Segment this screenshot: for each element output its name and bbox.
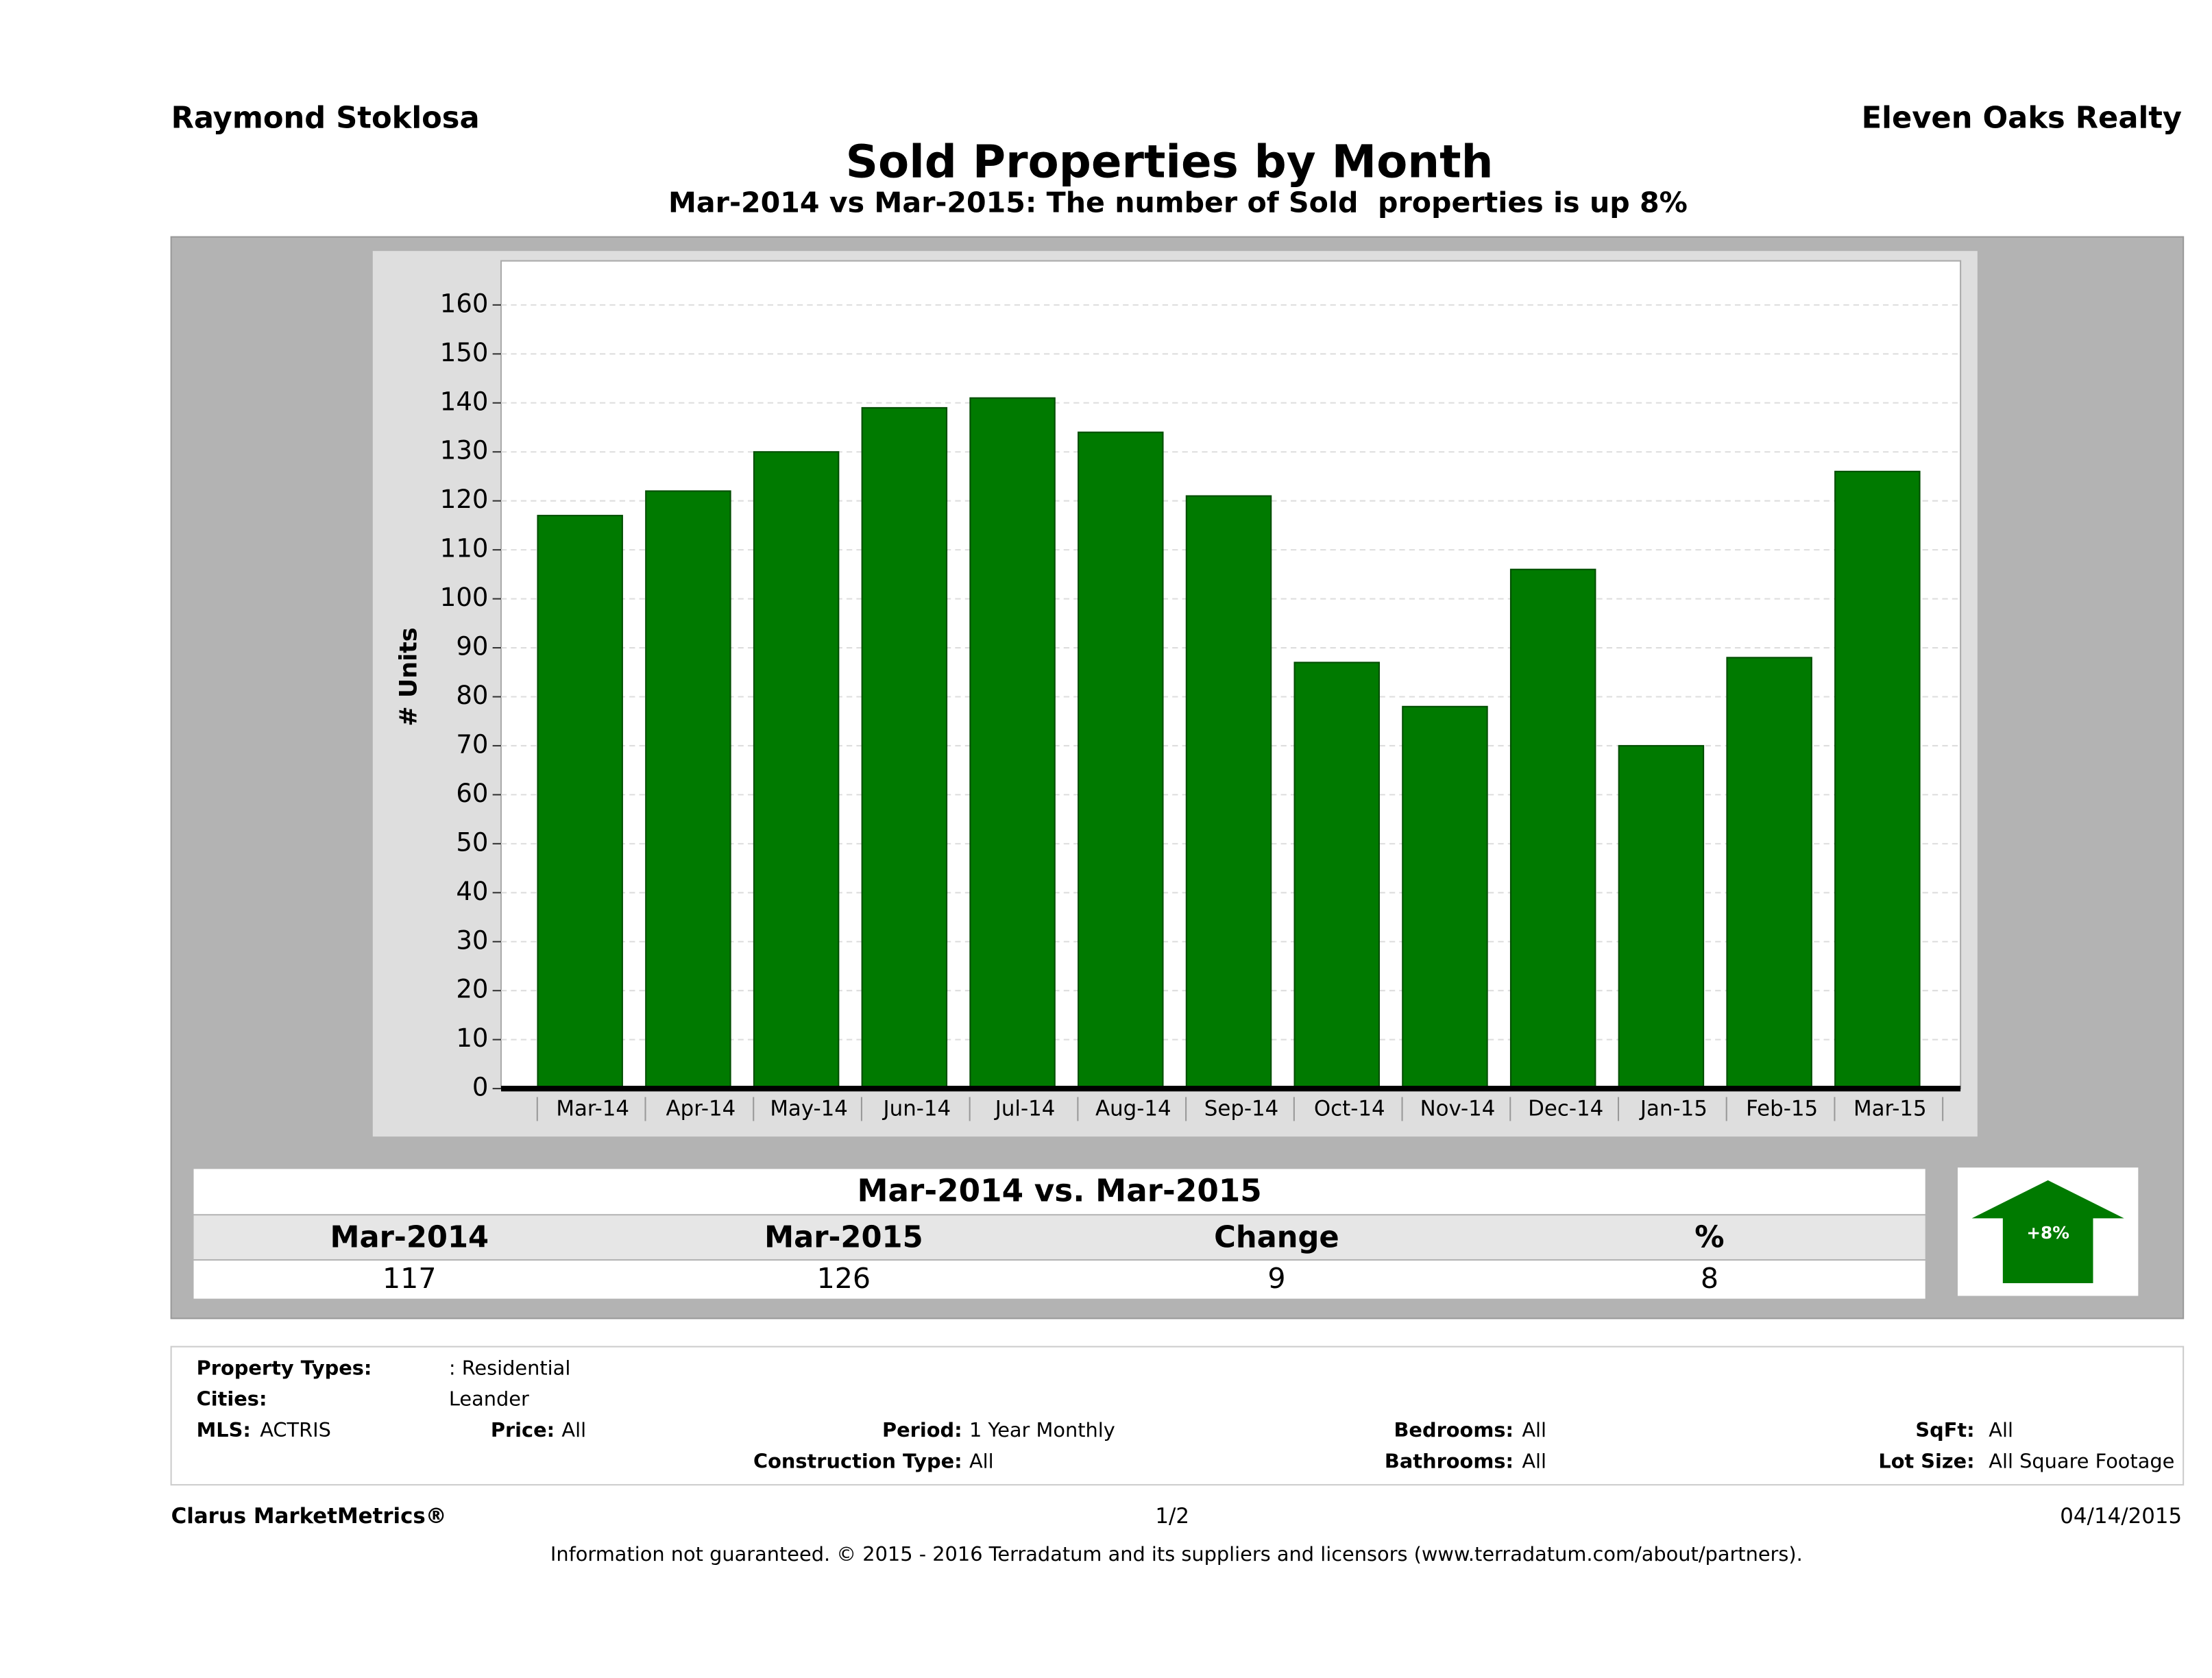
y-tick-label: 30 xyxy=(456,925,488,955)
filter-label: Cities: xyxy=(197,1387,267,1411)
filter-value: All xyxy=(1989,1418,2013,1442)
footer-page: 1/2 xyxy=(1155,1504,1189,1529)
bar xyxy=(1402,705,1488,1090)
x-tick-label: Apr-14 xyxy=(666,1096,736,1121)
x-tick-label: Jun-14 xyxy=(882,1096,951,1121)
y-tick-label: 130 xyxy=(440,436,489,465)
filter-value: All xyxy=(1522,1418,1546,1442)
bar xyxy=(1726,657,1812,1090)
filter-label: SqFt: xyxy=(1915,1418,1974,1442)
filter-box xyxy=(170,1346,2185,1486)
filter-value: All xyxy=(1522,1449,1546,1472)
footer-brand: Clarus MarketMetrics® xyxy=(171,1504,447,1529)
summary-title-row xyxy=(193,1169,1925,1215)
filter-label: MLS: xyxy=(197,1418,251,1442)
bar xyxy=(969,397,1056,1090)
bar xyxy=(1618,744,1705,1090)
bar xyxy=(645,490,731,1090)
y-tick-label: 70 xyxy=(456,729,488,759)
summary-table: Mar-2014 117 Mar-2015 126 Change 9% 8 xyxy=(330,1221,1724,1295)
bar xyxy=(753,451,840,1090)
x-tick-label: Aug-14 xyxy=(1095,1096,1171,1121)
plot: 0 10 20 30 40 50 60 70 80 90 100 110 120 130 140 150 160… xyxy=(440,289,1961,1121)
summary-header: Change xyxy=(1214,1221,1339,1255)
filter-label: Bedrooms: xyxy=(1394,1418,1514,1442)
bar xyxy=(1185,495,1272,1090)
filter-value: Leander xyxy=(449,1387,529,1411)
filter-label: Price: xyxy=(491,1418,555,1442)
x-tick-label: Dec-14 xyxy=(1528,1096,1603,1121)
y-tick-label: 150 xyxy=(440,338,489,367)
x-tick-label: Mar-15 xyxy=(1854,1096,1927,1121)
summary-header: Mar-2014 xyxy=(330,1221,489,1255)
y-tick-label: 160 xyxy=(440,289,489,318)
up-arrow xyxy=(1971,1180,2124,1283)
arrow-label: +8% xyxy=(2026,1223,2069,1243)
x-tick-label: Jul-14 xyxy=(994,1096,1056,1121)
filter-label: Period: xyxy=(882,1418,962,1442)
y-tick-label: 50 xyxy=(456,827,488,857)
bar xyxy=(861,406,948,1090)
y-tick-label: 140 xyxy=(440,387,489,416)
summary-value-row xyxy=(193,1261,1925,1299)
summary-value: 126 xyxy=(817,1262,871,1295)
bar xyxy=(1834,470,1921,1090)
y-axis-label: # Units xyxy=(395,627,422,726)
filter-value: All xyxy=(969,1449,994,1472)
y-tick-label: 100 xyxy=(440,583,489,612)
filter-value: 1 Year Monthly xyxy=(969,1418,1115,1442)
agent-name: Raymond Stoklosa xyxy=(171,101,480,135)
x-tick-label: Nov-14 xyxy=(1420,1096,1496,1121)
y-tick-label: 20 xyxy=(456,975,488,1004)
bar xyxy=(1293,661,1380,1090)
y-tick-label: 90 xyxy=(456,632,488,661)
chart-subtitle: Mar-2014 vs Mar-2015: The number of Sold… xyxy=(668,186,1688,219)
chart-title: Sold Properties by Month xyxy=(846,136,1494,189)
y-tick-label: 40 xyxy=(456,877,488,906)
footer-disclaimer: Information not guaranteed. © 2015 - 201… xyxy=(550,1542,1803,1566)
y-tick-label: 80 xyxy=(456,681,488,710)
summary-value: 9 xyxy=(1267,1262,1285,1295)
filter-value: ACTRIS xyxy=(260,1418,331,1442)
y-tick-label: 120 xyxy=(440,485,489,514)
summary-header: Mar-2015 xyxy=(764,1221,923,1255)
footer-date: 04/14/2015 xyxy=(2060,1504,2182,1529)
summary-title: Mar-2014 vs. Mar-2015 xyxy=(857,1172,1261,1208)
x-tick-label: Sep-14 xyxy=(1204,1096,1279,1121)
filter-label: Property Types: xyxy=(197,1356,372,1379)
company-name: Eleven Oaks Realty xyxy=(1862,101,2182,135)
bar xyxy=(1078,431,1164,1090)
filter-label: Bathrooms: xyxy=(1385,1449,1514,1472)
bar xyxy=(537,515,623,1090)
filter-value: All xyxy=(561,1418,586,1442)
summary-header-row xyxy=(193,1215,1925,1260)
x-tick-label: Mar-14 xyxy=(556,1096,629,1121)
summary-value: 117 xyxy=(382,1262,437,1295)
filters: Property Types: : Residential Cities: Leand… xyxy=(197,1356,2175,1472)
x-tick-label: Feb-15 xyxy=(1746,1096,1818,1121)
y-tick-label: 0 xyxy=(472,1073,489,1102)
filter-label: Construction Type: xyxy=(753,1449,962,1472)
summary-header: % xyxy=(1694,1221,1724,1255)
filter-value: All Square Footage xyxy=(1989,1449,2174,1472)
y-tick-label: 60 xyxy=(456,779,488,808)
y-tick-label: 110 xyxy=(440,534,489,563)
filter-value: : Residential xyxy=(449,1356,570,1379)
x-tick-label: Oct-14 xyxy=(1314,1096,1385,1121)
y-tick-label: 10 xyxy=(456,1023,488,1053)
x-tick-label: Jan-15 xyxy=(1639,1096,1707,1121)
filter-label: Lot Size: xyxy=(1878,1449,1974,1472)
x-tick-label: May-14 xyxy=(770,1096,848,1121)
summary-value: 8 xyxy=(1701,1262,1718,1295)
bar xyxy=(1509,568,1596,1090)
